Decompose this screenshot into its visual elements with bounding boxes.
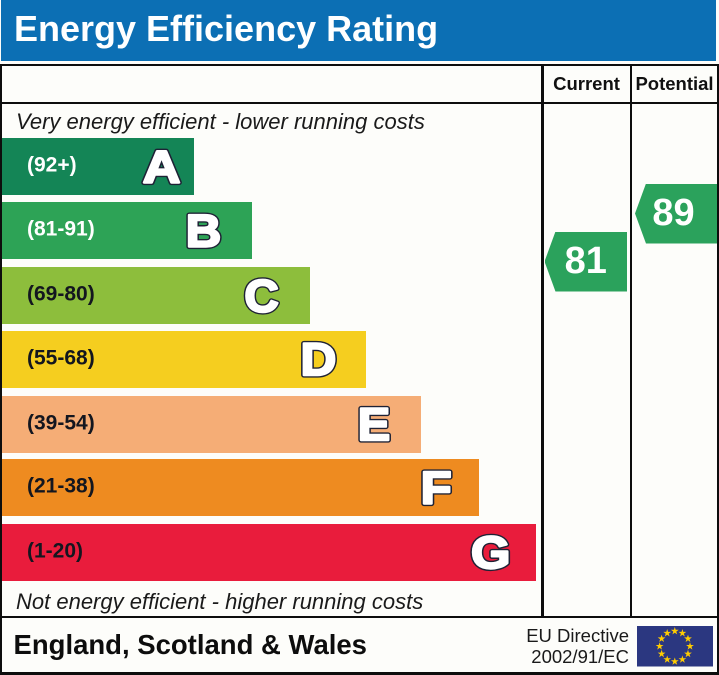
- svg-text:D: D: [301, 334, 337, 385]
- svg-text:C: C: [245, 270, 279, 321]
- svg-text:E: E: [358, 399, 390, 450]
- svg-text:B: B: [186, 205, 221, 256]
- svg-text:B: B: [186, 205, 221, 256]
- svg-text:E: E: [358, 399, 390, 450]
- svg-text:F: F: [421, 462, 452, 513]
- svg-text:A: A: [143, 141, 180, 192]
- svg-text:F: F: [421, 462, 452, 513]
- svg-text:G: G: [471, 527, 510, 578]
- svg-text:D: D: [301, 334, 337, 385]
- svg-text:G: G: [471, 527, 510, 578]
- svg-text:A: A: [143, 141, 180, 192]
- svg-text:C: C: [245, 270, 279, 321]
